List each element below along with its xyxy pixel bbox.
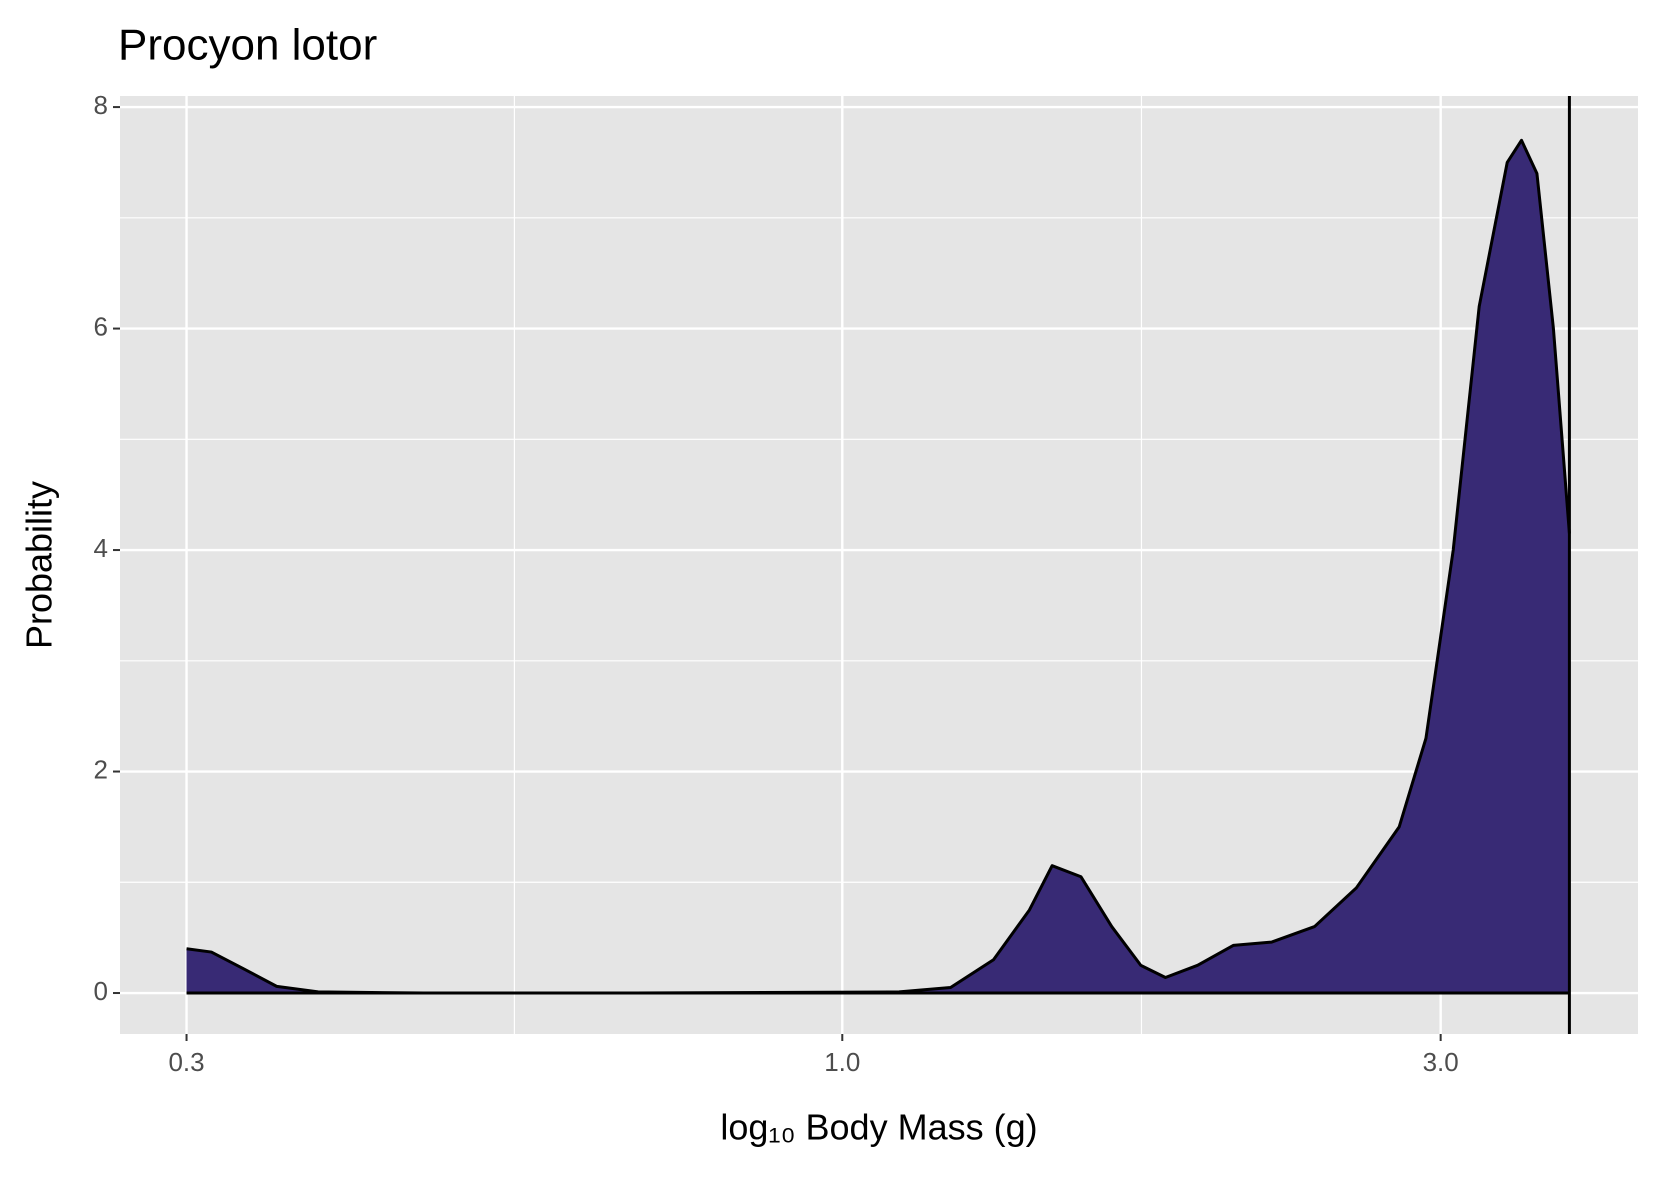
density-line xyxy=(186,138,1571,995)
x-axis-label: log₁₀ Body Mass (g) xyxy=(720,1107,1037,1148)
x-tick-label: 0.3 xyxy=(168,1047,204,1077)
y-tick-label: 8 xyxy=(94,90,108,120)
chart-title: Procyon lotor xyxy=(118,21,377,70)
x-tick-label: 1.0 xyxy=(824,1047,860,1077)
x-tick-label: 3.0 xyxy=(1423,1047,1459,1077)
y-tick-label: 0 xyxy=(94,976,108,1006)
density-area xyxy=(186,140,1570,994)
y-tick-label: 6 xyxy=(94,311,108,341)
y-tick-label: 4 xyxy=(94,533,108,563)
y-tick-label: 2 xyxy=(94,754,108,784)
y-axis-label: Probability xyxy=(19,481,60,649)
